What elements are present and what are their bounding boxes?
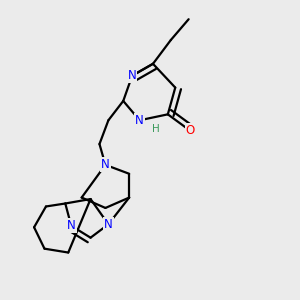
Text: O: O xyxy=(185,124,195,137)
Text: N: N xyxy=(135,114,144,127)
Text: N: N xyxy=(67,219,76,232)
Text: N: N xyxy=(101,158,110,171)
Text: N: N xyxy=(104,218,113,231)
Text: N: N xyxy=(128,69,136,82)
Text: H: H xyxy=(152,124,160,134)
